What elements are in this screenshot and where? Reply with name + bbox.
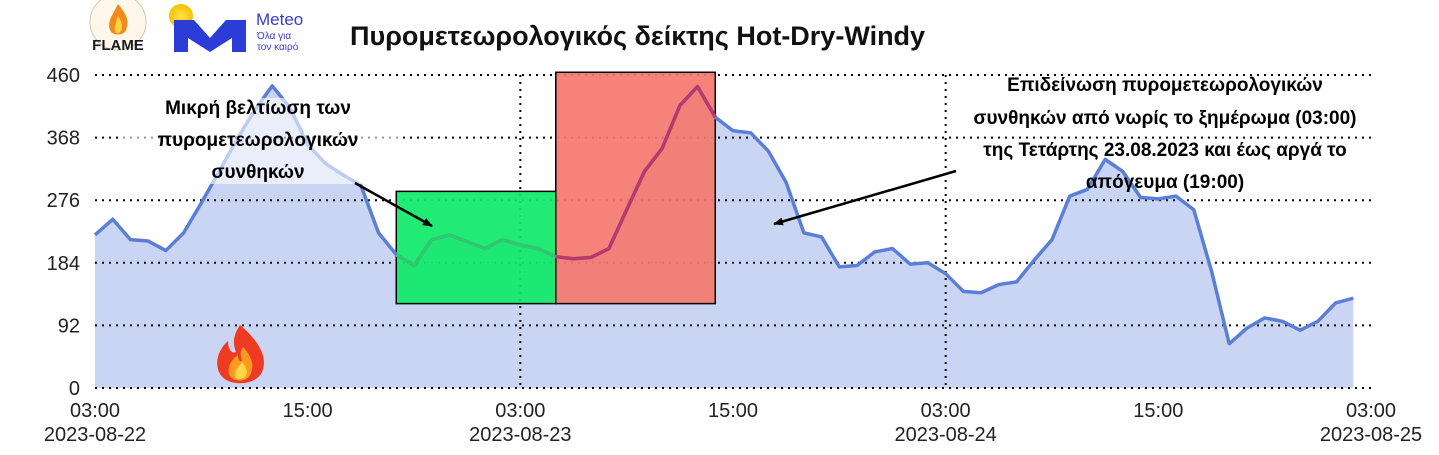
y-tick-label: 276 (47, 190, 80, 212)
annotation-worsening-line-4: απόγευμα (19:00) (1086, 172, 1244, 193)
annotation-worsening-line-2: συνθηκών από νωρίς το ξημέρωμα (03:00) (973, 108, 1356, 129)
x-tick-label-time: 15:00 (283, 400, 333, 422)
meteo-tagline-2: τον καιρό (257, 41, 299, 53)
annotation-worsening-arrow (773, 169, 957, 226)
x-tick-label-time: 03:00 (70, 400, 120, 422)
grid-layer (95, 74, 1371, 389)
y-tick-label: 368 (47, 128, 80, 150)
y-axis-tick-labels: 0 92 184 276 368 460 (47, 65, 80, 400)
x-tick-label-time: 03:00 (921, 400, 971, 422)
meteo-logo: Meteo Όλα για τον καιρό (169, 4, 303, 53)
x-tick-label-time: 15:00 (1133, 400, 1183, 422)
annotation-small-improvement-line-2: πυρομετεωρολογικών (158, 130, 359, 151)
annotation-worsening-line-3: της Τετάρτης 23.08.2023 και έως αργά το (983, 140, 1346, 161)
highlight-layer (395, 71, 717, 305)
x-tick-label-date: 2023-08-25 (1320, 424, 1422, 446)
x-tick-label-time: 03:00 (495, 400, 545, 422)
fire-icon (217, 325, 264, 384)
annotation-worsening-line-1: Επιδείνωση πυρομετεωρολογικών (1007, 75, 1323, 96)
y-tick-label: 92 (58, 315, 80, 337)
y-tick-label: 0 (69, 378, 80, 400)
annotation-worsening: Επιδείνωση πυρομετεωρολογικών συνθηκών α… (773, 75, 1357, 226)
annotation-small-improvement-bg (118, 98, 400, 184)
x-tick-label-date: 2023-08-24 (895, 424, 997, 446)
annotation-small-improvement-line-3: συνθηκών (211, 162, 304, 183)
annotation-small-improvement-arrow (354, 181, 433, 228)
chart-title: Πυρομετεωρολογικός δείκτης Hot-Dry-Windy (350, 21, 925, 51)
x-tick-label-time: 03:00 (1346, 400, 1396, 422)
x-tick-label-date: 2023-08-22 (44, 424, 146, 446)
meteo-m-icon (174, 20, 246, 52)
flame-logo-text: FLAME (92, 37, 144, 54)
meteo-tagline-1: Όλα για (256, 31, 291, 42)
x-tick-label-date: 2023-08-23 (469, 424, 571, 446)
y-tick-label: 460 (47, 65, 80, 87)
meteo-name: Meteo (256, 10, 303, 29)
series-line-green-segment (395, 233, 557, 268)
annotation-small-improvement: Μικρή βελτίωση των πυρομετεωρολογικών συ… (118, 98, 433, 228)
x-tick-label-time: 15:00 (708, 400, 758, 422)
area-layer (95, 85, 1354, 388)
area-fill (95, 85, 1354, 388)
annotation-small-improvement-line-1: Μικρή βελτίωση των (165, 98, 351, 119)
series-line-red-segment (555, 84, 717, 261)
y-tick-label: 184 (47, 253, 80, 275)
flame-logo: FLAME (89, 0, 147, 54)
